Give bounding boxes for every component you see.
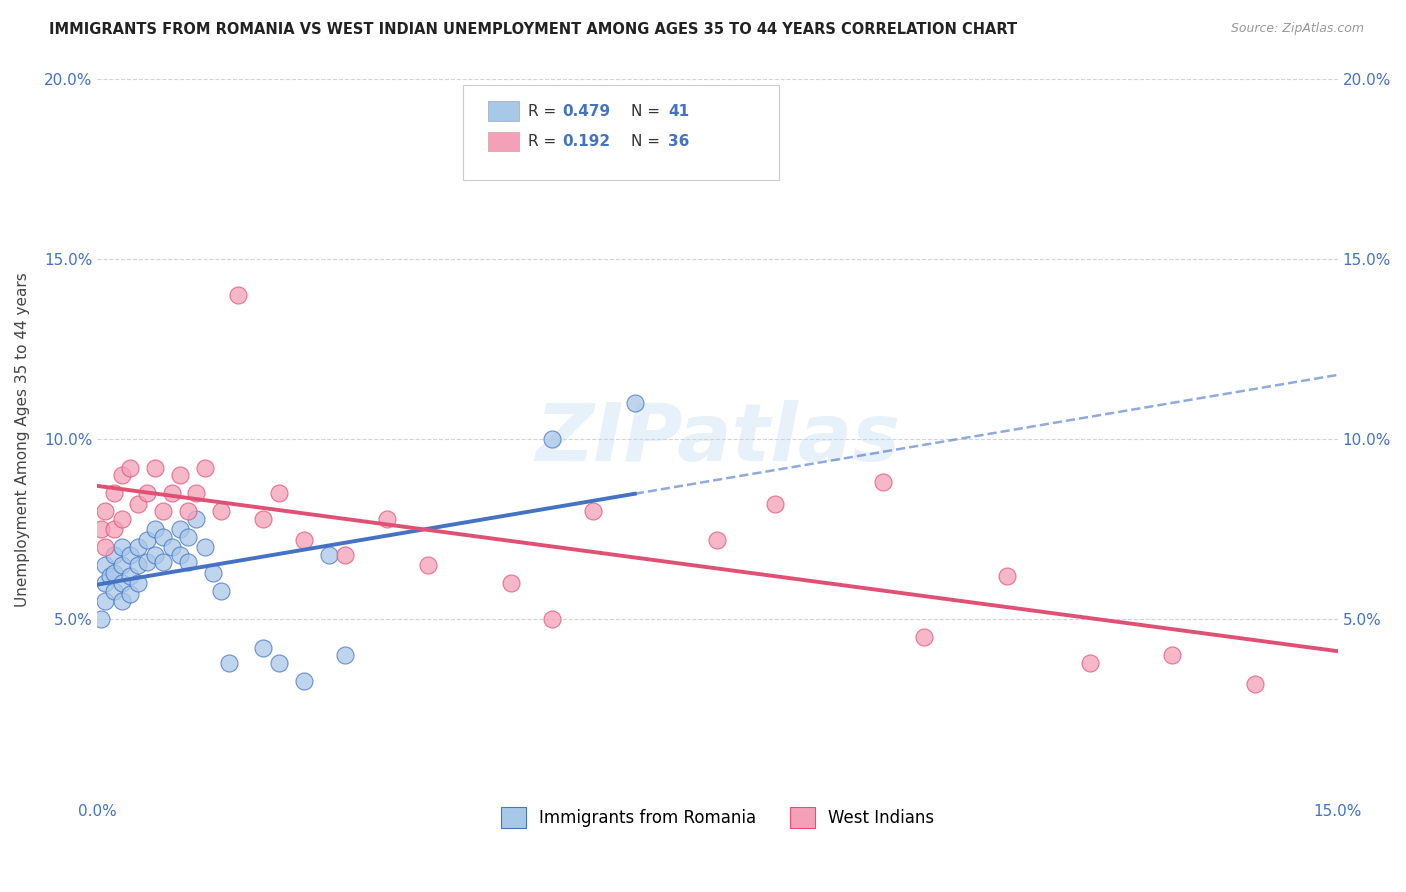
- Point: [120, 569, 142, 583]
- Point: [252, 511, 274, 525]
- Text: 36: 36: [668, 134, 689, 149]
- Point: [623, 396, 645, 410]
- Point: [582, 504, 605, 518]
- Text: R =: R =: [527, 103, 561, 119]
- Point: [127, 576, 149, 591]
- Point: [103, 486, 125, 500]
- Point: [209, 504, 232, 518]
- Point: [127, 558, 149, 573]
- Point: [169, 522, 191, 536]
- Point: [416, 558, 439, 573]
- Bar: [488, 102, 519, 120]
- Legend: Immigrants from Romania, West Indians: Immigrants from Romania, West Indians: [494, 801, 941, 834]
- Point: [763, 497, 786, 511]
- Point: [160, 541, 183, 555]
- Point: [90, 522, 112, 536]
- Point: [135, 486, 157, 500]
- Point: [226, 288, 249, 302]
- Point: [1244, 677, 1267, 691]
- Point: [169, 468, 191, 483]
- Point: [209, 583, 232, 598]
- Point: [160, 486, 183, 500]
- Point: [120, 587, 142, 601]
- Point: [292, 533, 315, 548]
- Point: [127, 541, 149, 555]
- Point: [152, 529, 174, 543]
- Point: [252, 641, 274, 656]
- Text: 0.192: 0.192: [562, 134, 610, 149]
- Point: [111, 541, 134, 555]
- Text: N =: N =: [631, 103, 665, 119]
- Point: [292, 673, 315, 688]
- Y-axis label: Unemployment Among Ages 35 to 44 years: Unemployment Among Ages 35 to 44 years: [15, 272, 30, 607]
- Point: [335, 648, 357, 663]
- Point: [1078, 656, 1101, 670]
- Text: ZIPatlas: ZIPatlas: [534, 401, 900, 478]
- Point: [111, 468, 134, 483]
- Text: R =: R =: [527, 134, 561, 149]
- Point: [1161, 648, 1184, 663]
- Point: [90, 612, 112, 626]
- Point: [127, 497, 149, 511]
- Point: [218, 656, 240, 670]
- Point: [103, 566, 125, 580]
- Point: [375, 511, 398, 525]
- Point: [152, 504, 174, 518]
- Point: [111, 511, 134, 525]
- Point: [94, 504, 117, 518]
- Point: [912, 631, 935, 645]
- Point: [143, 548, 166, 562]
- Point: [194, 541, 217, 555]
- Point: [267, 486, 290, 500]
- Point: [267, 656, 290, 670]
- Point: [706, 533, 728, 548]
- Text: N =: N =: [631, 134, 665, 149]
- Point: [177, 555, 200, 569]
- Point: [541, 432, 564, 446]
- Point: [152, 555, 174, 569]
- Point: [169, 548, 191, 562]
- Point: [135, 555, 157, 569]
- Point: [111, 558, 134, 573]
- Point: [177, 504, 200, 518]
- Point: [94, 558, 117, 573]
- Point: [186, 486, 208, 500]
- Point: [120, 548, 142, 562]
- Point: [143, 522, 166, 536]
- Point: [186, 511, 208, 525]
- Point: [335, 548, 357, 562]
- Point: [103, 583, 125, 598]
- Point: [103, 548, 125, 562]
- Point: [177, 529, 200, 543]
- Point: [111, 576, 134, 591]
- Point: [94, 576, 117, 591]
- Point: [94, 541, 117, 555]
- Point: [318, 548, 340, 562]
- Point: [111, 594, 134, 608]
- Text: 0.479: 0.479: [562, 103, 610, 119]
- Point: [995, 569, 1018, 583]
- Point: [499, 576, 522, 591]
- Point: [194, 461, 217, 475]
- Point: [143, 461, 166, 475]
- Bar: [488, 132, 519, 151]
- Point: [120, 461, 142, 475]
- Point: [98, 569, 121, 583]
- Point: [94, 594, 117, 608]
- Text: Source: ZipAtlas.com: Source: ZipAtlas.com: [1230, 22, 1364, 36]
- Text: 41: 41: [668, 103, 689, 119]
- Point: [541, 612, 564, 626]
- Point: [872, 475, 894, 490]
- Point: [103, 522, 125, 536]
- FancyBboxPatch shape: [463, 85, 779, 180]
- Point: [201, 566, 224, 580]
- Text: IMMIGRANTS FROM ROMANIA VS WEST INDIAN UNEMPLOYMENT AMONG AGES 35 TO 44 YEARS CO: IMMIGRANTS FROM ROMANIA VS WEST INDIAN U…: [49, 22, 1018, 37]
- Point: [135, 533, 157, 548]
